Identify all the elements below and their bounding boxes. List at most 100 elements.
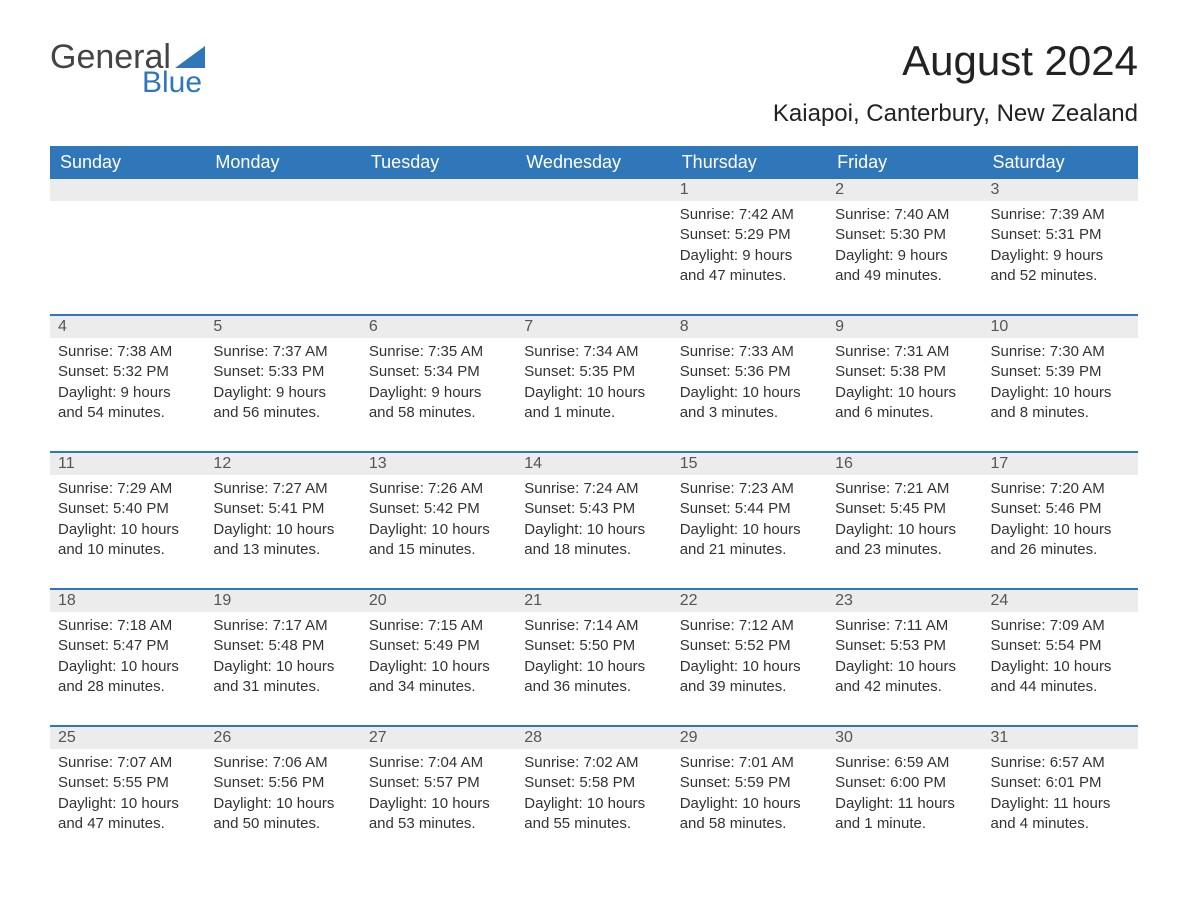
- day-number: 24: [983, 590, 1138, 612]
- sunrise-value: 7:24 AM: [583, 480, 638, 497]
- sunset-line: Sunset: 5:35 PM: [524, 362, 663, 382]
- sunrise-label: Sunrise:: [213, 617, 268, 634]
- day-body: Sunrise: 7:20 AMSunset: 5:46 PMDaylight:…: [983, 475, 1138, 588]
- sunrise-line: Sunrise: 6:57 AM: [991, 753, 1130, 773]
- sunset-value: 5:59 PM: [735, 774, 791, 791]
- sunrise-line: Sunrise: 7:11 AM: [835, 616, 974, 636]
- day-body: Sunrise: 7:09 AMSunset: 5:54 PMDaylight:…: [983, 612, 1138, 725]
- calendar-day-cell: 2Sunrise: 7:40 AMSunset: 5:30 PMDaylight…: [827, 179, 982, 315]
- sunrise-line: Sunrise: 7:23 AM: [680, 479, 819, 499]
- sunrise-value: 7:20 AM: [1050, 480, 1105, 497]
- day-body: Sunrise: 7:17 AMSunset: 5:48 PMDaylight:…: [205, 612, 360, 725]
- weekday-header: Thursday: [672, 146, 827, 179]
- calendar-day-cell: 18Sunrise: 7:18 AMSunset: 5:47 PMDayligh…: [50, 589, 205, 726]
- daylight-label: Daylight:: [524, 795, 582, 812]
- sunrise-label: Sunrise:: [680, 206, 735, 223]
- weekday-header: Wednesday: [516, 146, 671, 179]
- sunrise-value: 7:02 AM: [583, 754, 638, 771]
- calendar-day-cell: 26Sunrise: 7:06 AMSunset: 5:56 PMDayligh…: [205, 726, 360, 862]
- daylight-label: Daylight:: [369, 521, 427, 538]
- daylight-label: Daylight:: [58, 795, 116, 812]
- sunrise-label: Sunrise:: [991, 754, 1046, 771]
- day-number-empty: [205, 179, 360, 201]
- day-number: 20: [361, 590, 516, 612]
- sunrise-label: Sunrise:: [835, 343, 890, 360]
- sunrise-label: Sunrise:: [58, 480, 113, 497]
- sunset-label: Sunset:: [369, 500, 420, 517]
- calendar-head: SundayMondayTuesdayWednesdayThursdayFrid…: [50, 146, 1138, 179]
- calendar-day-cell: 25Sunrise: 7:07 AMSunset: 5:55 PMDayligh…: [50, 726, 205, 862]
- daylight-label: Daylight:: [680, 521, 738, 538]
- sunset-line: Sunset: 5:57 PM: [369, 773, 508, 793]
- sunrise-value: 7:09 AM: [1050, 617, 1105, 634]
- sunset-label: Sunset:: [835, 637, 886, 654]
- sunset-label: Sunset:: [369, 637, 420, 654]
- daylight-line: Daylight: 10 hours and 18 minutes.: [524, 520, 663, 561]
- daylight-line: Daylight: 10 hours and 10 minutes.: [58, 520, 197, 561]
- sunrise-value: 7:30 AM: [1050, 343, 1105, 360]
- sunset-value: 5:47 PM: [113, 637, 169, 654]
- day-body: Sunrise: 7:37 AMSunset: 5:33 PMDaylight:…: [205, 338, 360, 451]
- sunset-label: Sunset:: [991, 774, 1042, 791]
- day-number: 12: [205, 453, 360, 475]
- sunrise-value: 7:01 AM: [739, 754, 794, 771]
- sunset-line: Sunset: 5:32 PM: [58, 362, 197, 382]
- calendar-day-cell: 10Sunrise: 7:30 AMSunset: 5:39 PMDayligh…: [983, 315, 1138, 452]
- sunrise-line: Sunrise: 7:38 AM: [58, 342, 197, 362]
- day-number: 13: [361, 453, 516, 475]
- calendar-day-cell: [205, 179, 360, 315]
- daylight-label: Daylight:: [58, 384, 116, 401]
- daylight-line: Daylight: 10 hours and 34 minutes.: [369, 657, 508, 698]
- calendar-day-cell: 24Sunrise: 7:09 AMSunset: 5:54 PMDayligh…: [983, 589, 1138, 726]
- calendar-week-row: 4Sunrise: 7:38 AMSunset: 5:32 PMDaylight…: [50, 315, 1138, 452]
- sunrise-label: Sunrise:: [680, 617, 735, 634]
- day-number: 1: [672, 179, 827, 201]
- day-body-empty: [205, 201, 360, 253]
- day-number: 16: [827, 453, 982, 475]
- sunset-line: Sunset: 5:40 PM: [58, 499, 197, 519]
- day-body: Sunrise: 6:57 AMSunset: 6:01 PMDaylight:…: [983, 749, 1138, 862]
- sunrise-value: 7:18 AM: [117, 617, 172, 634]
- sunset-label: Sunset:: [58, 774, 109, 791]
- calendar-day-cell: 7Sunrise: 7:34 AMSunset: 5:35 PMDaylight…: [516, 315, 671, 452]
- sunset-line: Sunset: 5:56 PM: [213, 773, 352, 793]
- sunrise-label: Sunrise:: [680, 480, 735, 497]
- sunset-value: 5:42 PM: [424, 500, 480, 517]
- day-number: 28: [516, 727, 671, 749]
- day-number: 7: [516, 316, 671, 338]
- day-body: Sunrise: 7:42 AMSunset: 5:29 PMDaylight:…: [672, 201, 827, 314]
- sunrise-value: 7:40 AM: [894, 206, 949, 223]
- daylight-label: Daylight:: [524, 658, 582, 675]
- sunrise-value: 7:33 AM: [739, 343, 794, 360]
- sunrise-line: Sunrise: 7:27 AM: [213, 479, 352, 499]
- sunset-line: Sunset: 5:50 PM: [524, 636, 663, 656]
- sunrise-label: Sunrise:: [213, 480, 268, 497]
- sunrise-line: Sunrise: 7:35 AM: [369, 342, 508, 362]
- sunset-label: Sunset:: [680, 637, 731, 654]
- daylight-line: Daylight: 10 hours and 36 minutes.: [524, 657, 663, 698]
- daylight-line: Daylight: 10 hours and 28 minutes.: [58, 657, 197, 698]
- day-number: 22: [672, 590, 827, 612]
- sunrise-value: 7:23 AM: [739, 480, 794, 497]
- sunset-label: Sunset:: [524, 774, 575, 791]
- sunrise-line: Sunrise: 7:37 AM: [213, 342, 352, 362]
- sunset-line: Sunset: 5:42 PM: [369, 499, 508, 519]
- sunrise-value: 7:04 AM: [428, 754, 483, 771]
- day-number: 31: [983, 727, 1138, 749]
- daylight-line: Daylight: 10 hours and 23 minutes.: [835, 520, 974, 561]
- sunrise-line: Sunrise: 7:29 AM: [58, 479, 197, 499]
- sunrise-value: 7:34 AM: [583, 343, 638, 360]
- calendar-day-cell: 15Sunrise: 7:23 AMSunset: 5:44 PMDayligh…: [672, 452, 827, 589]
- sunrise-line: Sunrise: 7:04 AM: [369, 753, 508, 773]
- calendar-day-cell: 11Sunrise: 7:29 AMSunset: 5:40 PMDayligh…: [50, 452, 205, 589]
- sunrise-line: Sunrise: 7:30 AM: [991, 342, 1130, 362]
- day-number: 18: [50, 590, 205, 612]
- calendar-day-cell: 21Sunrise: 7:14 AMSunset: 5:50 PMDayligh…: [516, 589, 671, 726]
- day-body: Sunrise: 7:12 AMSunset: 5:52 PMDaylight:…: [672, 612, 827, 725]
- calendar-day-cell: 1Sunrise: 7:42 AMSunset: 5:29 PMDaylight…: [672, 179, 827, 315]
- sunset-label: Sunset:: [58, 637, 109, 654]
- sunrise-value: 7:07 AM: [117, 754, 172, 771]
- daylight-label: Daylight:: [524, 384, 582, 401]
- day-body: Sunrise: 6:59 AMSunset: 6:00 PMDaylight:…: [827, 749, 982, 862]
- sunset-line: Sunset: 5:33 PM: [213, 362, 352, 382]
